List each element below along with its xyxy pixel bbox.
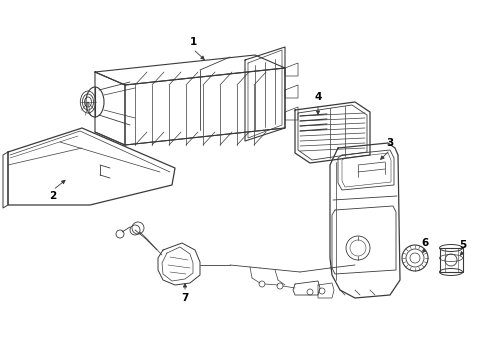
Text: 6: 6 xyxy=(421,238,429,248)
Text: 2: 2 xyxy=(49,191,57,201)
Text: 5: 5 xyxy=(459,240,466,250)
Text: 7: 7 xyxy=(181,293,189,303)
Text: 3: 3 xyxy=(387,138,393,148)
Text: 4: 4 xyxy=(314,92,322,102)
Text: 1: 1 xyxy=(189,37,196,47)
